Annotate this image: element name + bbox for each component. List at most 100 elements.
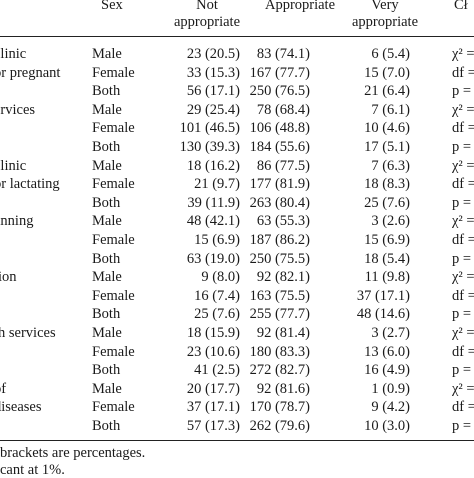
- row-sex: Both: [92, 139, 121, 155]
- cell-not-appropriate: 23 (20.5): [186, 46, 240, 62]
- header-not-appropriate-line2: appropriate: [173, 14, 241, 30]
- cell-very-appropriate: 9 (4.2): [371, 399, 410, 415]
- cell-very-appropriate: 1 (0.9): [371, 381, 410, 397]
- cell-not-appropriate: 23 (10.6): [186, 344, 240, 360]
- row-sex: Both: [92, 362, 121, 378]
- cell-appropriate: 92 (81.6): [256, 381, 310, 397]
- cell-very-appropriate: 11 (9.8): [364, 269, 410, 285]
- cell-stat: df =: [452, 288, 474, 304]
- cell-very-appropriate: 18 (5.4): [364, 251, 410, 267]
- cell-stat: df =: [452, 399, 474, 415]
- cell-appropriate: 86 (77.5): [256, 158, 310, 174]
- cell-very-appropriate: 10 (3.0): [364, 418, 410, 434]
- cell-appropriate: 180 (83.3): [249, 344, 310, 360]
- cell-not-appropriate: 18 (16.2): [186, 158, 240, 174]
- cell-very-appropriate: 3 (2.7): [371, 325, 410, 341]
- row-label: clinic: [0, 46, 27, 62]
- bottom-rule: [0, 440, 474, 441]
- cell-appropriate: 92 (81.4): [256, 325, 310, 341]
- cell-appropriate: 167 (77.7): [249, 65, 310, 81]
- cell-very-appropriate: 25 (7.6): [364, 195, 410, 211]
- row-sex: Male: [92, 46, 122, 62]
- cell-stat: p =: [452, 418, 472, 434]
- cell-very-appropriate: 15 (7.0): [364, 65, 410, 81]
- cell-appropriate: 83 (74.1): [256, 46, 310, 62]
- cell-not-appropriate: 37 (17.1): [186, 399, 240, 415]
- row-sex: Male: [92, 158, 122, 174]
- cell-stat: df =: [452, 120, 474, 136]
- header-sex: Sex: [101, 0, 123, 13]
- row-sex: Male: [92, 381, 122, 397]
- row-sex: Both: [92, 251, 121, 267]
- header-very-appropriate-line1: Very: [371, 0, 399, 13]
- cell-stat: χ² =: [452, 46, 474, 62]
- cell-stat: χ² =: [452, 158, 474, 174]
- cell-very-appropriate: 7 (6.3): [371, 158, 410, 174]
- cell-stat: χ² =: [452, 102, 474, 118]
- cell-very-appropriate: 3 (2.6): [371, 213, 410, 229]
- cell-not-appropriate: 39 (11.9): [187, 195, 240, 211]
- cell-stat: df =: [452, 232, 474, 248]
- header-rule: [0, 36, 474, 37]
- row-label: or lactating: [0, 176, 60, 192]
- cell-very-appropriate: 16 (4.9): [364, 362, 410, 378]
- header-chi-square: Cł: [454, 0, 468, 13]
- cell-very-appropriate: 37 (17.1): [356, 288, 410, 304]
- row-sex: Both: [92, 418, 121, 434]
- cell-very-appropriate: 6 (5.4): [371, 46, 410, 62]
- row-label: th services: [0, 325, 56, 341]
- cell-not-appropriate: 33 (15.3): [186, 65, 240, 81]
- cell-stat: p =: [452, 362, 472, 378]
- row-sex: Male: [92, 325, 122, 341]
- cell-appropriate: 163 (75.5): [249, 288, 310, 304]
- cell-appropriate: 184 (55.6): [249, 139, 310, 155]
- cell-appropriate: 92 (82.1): [256, 269, 310, 285]
- cell-not-appropriate: 57 (17.3): [186, 418, 240, 434]
- row-sex: Female: [92, 288, 135, 304]
- cell-stat: p =: [452, 195, 472, 211]
- cell-not-appropriate: 48 (42.1): [186, 213, 240, 229]
- header-not-appropriate-line1: Not: [196, 0, 218, 13]
- cell-very-appropriate: 15 (6.9): [364, 232, 410, 248]
- cell-stat: χ² =: [452, 381, 474, 397]
- cell-appropriate: 250 (75.5): [249, 251, 310, 267]
- row-sex: Both: [92, 195, 121, 211]
- cell-appropriate: 106 (48.8): [249, 120, 310, 136]
- row-sex: Female: [92, 176, 135, 192]
- cell-stat: χ² =: [452, 325, 474, 341]
- header-appropriate: Appropriate: [264, 0, 336, 13]
- cell-not-appropriate: 21 (9.7): [194, 176, 240, 192]
- row-label: clinic: [0, 158, 27, 174]
- cell-very-appropriate: 48 (14.6): [356, 306, 410, 322]
- cell-stat: df =: [452, 344, 474, 360]
- cell-appropriate: 78 (68.4): [256, 102, 310, 118]
- cell-not-appropriate: 56 (17.1): [186, 83, 240, 99]
- cell-appropriate: 262 (79.6): [249, 418, 310, 434]
- cell-not-appropriate: 41 (2.5): [194, 362, 240, 378]
- footnote-2: cant at 1%.: [0, 462, 65, 478]
- cell-not-appropriate: 25 (7.6): [194, 306, 240, 322]
- row-label: anning: [0, 213, 34, 229]
- cell-not-appropriate: 9 (8.0): [201, 269, 240, 285]
- cell-very-appropriate: 17 (5.1): [364, 139, 410, 155]
- row-label: or pregnant: [0, 65, 61, 81]
- cell-stat: p =: [452, 83, 472, 99]
- cell-not-appropriate: 18 (15.9): [186, 325, 240, 341]
- row-sex: Both: [92, 306, 121, 322]
- row-label: ervices: [0, 102, 36, 118]
- cell-not-appropriate: 16 (7.4): [194, 288, 240, 304]
- cell-not-appropriate: 130 (39.3): [179, 139, 240, 155]
- cell-stat: df =: [452, 176, 474, 192]
- cell-very-appropriate: 7 (6.1): [371, 102, 410, 118]
- cell-appropriate: 63 (55.3): [256, 213, 310, 229]
- row-sex: Male: [92, 269, 122, 285]
- row-label: of: [0, 381, 7, 397]
- row-sex: Female: [92, 344, 135, 360]
- row-sex: Male: [92, 213, 122, 229]
- row-sex: Female: [92, 399, 135, 415]
- cell-appropriate: 250 (76.5): [249, 83, 310, 99]
- footnote-1: brackets are percentages.: [0, 445, 146, 461]
- row-sex: Male: [92, 102, 122, 118]
- cell-stat: χ² =: [452, 269, 474, 285]
- row-sex: Both: [92, 83, 121, 99]
